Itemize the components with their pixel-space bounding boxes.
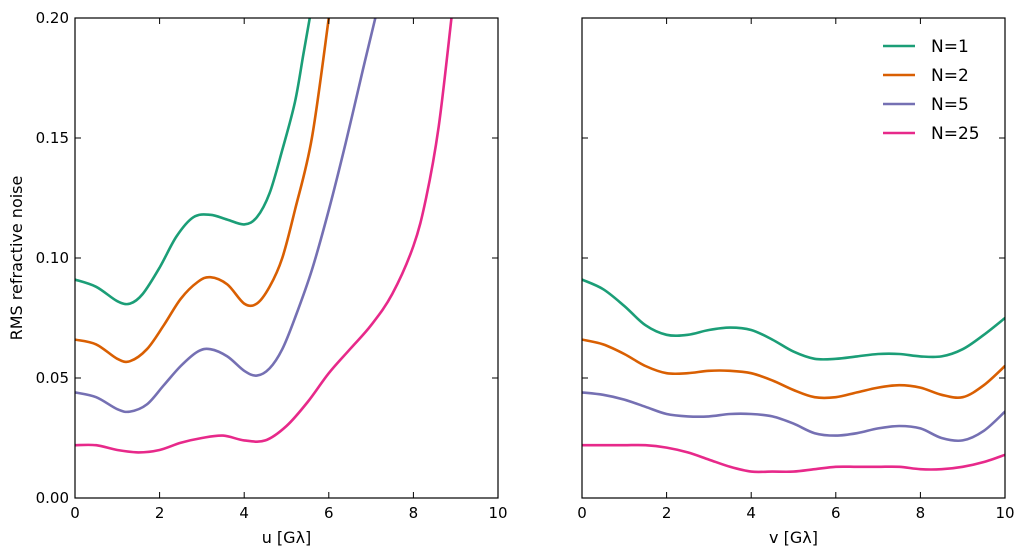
- series-line-n25: [75, 18, 453, 454]
- x-tick-label: 8: [916, 504, 926, 522]
- x-tick-label: 2: [155, 504, 165, 522]
- series-line-n1: [582, 278, 1005, 361]
- legend-label: N=1: [931, 37, 969, 57]
- legend-label: N=2: [931, 66, 969, 86]
- series-line-n25: [582, 443, 1005, 474]
- left-panel: 0 2 4 6 8 10 0.00 0.05 0.10 0.15 0.20 u [Gλ] RMS ref…: [7, 9, 508, 547]
- y-tick-label: 0.00: [36, 489, 69, 507]
- x-tick-label: 0: [70, 504, 80, 522]
- x-tick-label: 10: [488, 504, 507, 522]
- series-line-n5: [75, 18, 377, 414]
- x-axis-label: u [Gλ]: [262, 528, 312, 547]
- legend: N=1 N=2 N=5 N=25: [883, 37, 980, 144]
- x-tick-label: 6: [324, 504, 334, 522]
- x-tick-label: 10: [995, 504, 1014, 522]
- x-tick-label: 4: [239, 504, 249, 522]
- legend-label: N=25: [931, 124, 980, 144]
- right-panel: 0 2 4 6 8 10 v [Gλ] N=1 N=2 N=5 N=25: [577, 17, 1015, 547]
- x-tick-label: 8: [409, 504, 419, 522]
- y-tick-label: 0.05: [36, 369, 69, 387]
- y-axis-label: RMS refractive noise: [7, 176, 26, 341]
- x-tick-label: 2: [662, 504, 672, 522]
- series-line-n2: [582, 338, 1005, 400]
- x-axis-label: v [Gλ]: [769, 528, 818, 547]
- series-group: [75, 18, 453, 454]
- x-tick-label: 4: [746, 504, 756, 522]
- series-line-n5: [582, 391, 1005, 443]
- series-line-n2: [75, 18, 331, 364]
- series-line-n1: [75, 18, 312, 306]
- x-tick-label: 6: [831, 504, 841, 522]
- y-tick-label: 0.10: [36, 249, 69, 267]
- x-tick-label: 0: [577, 504, 587, 522]
- legend-label: N=5: [931, 95, 969, 115]
- y-tick-label: 0.15: [36, 129, 69, 147]
- series-group: [582, 278, 1005, 474]
- y-tick-label: 0.20: [36, 9, 69, 27]
